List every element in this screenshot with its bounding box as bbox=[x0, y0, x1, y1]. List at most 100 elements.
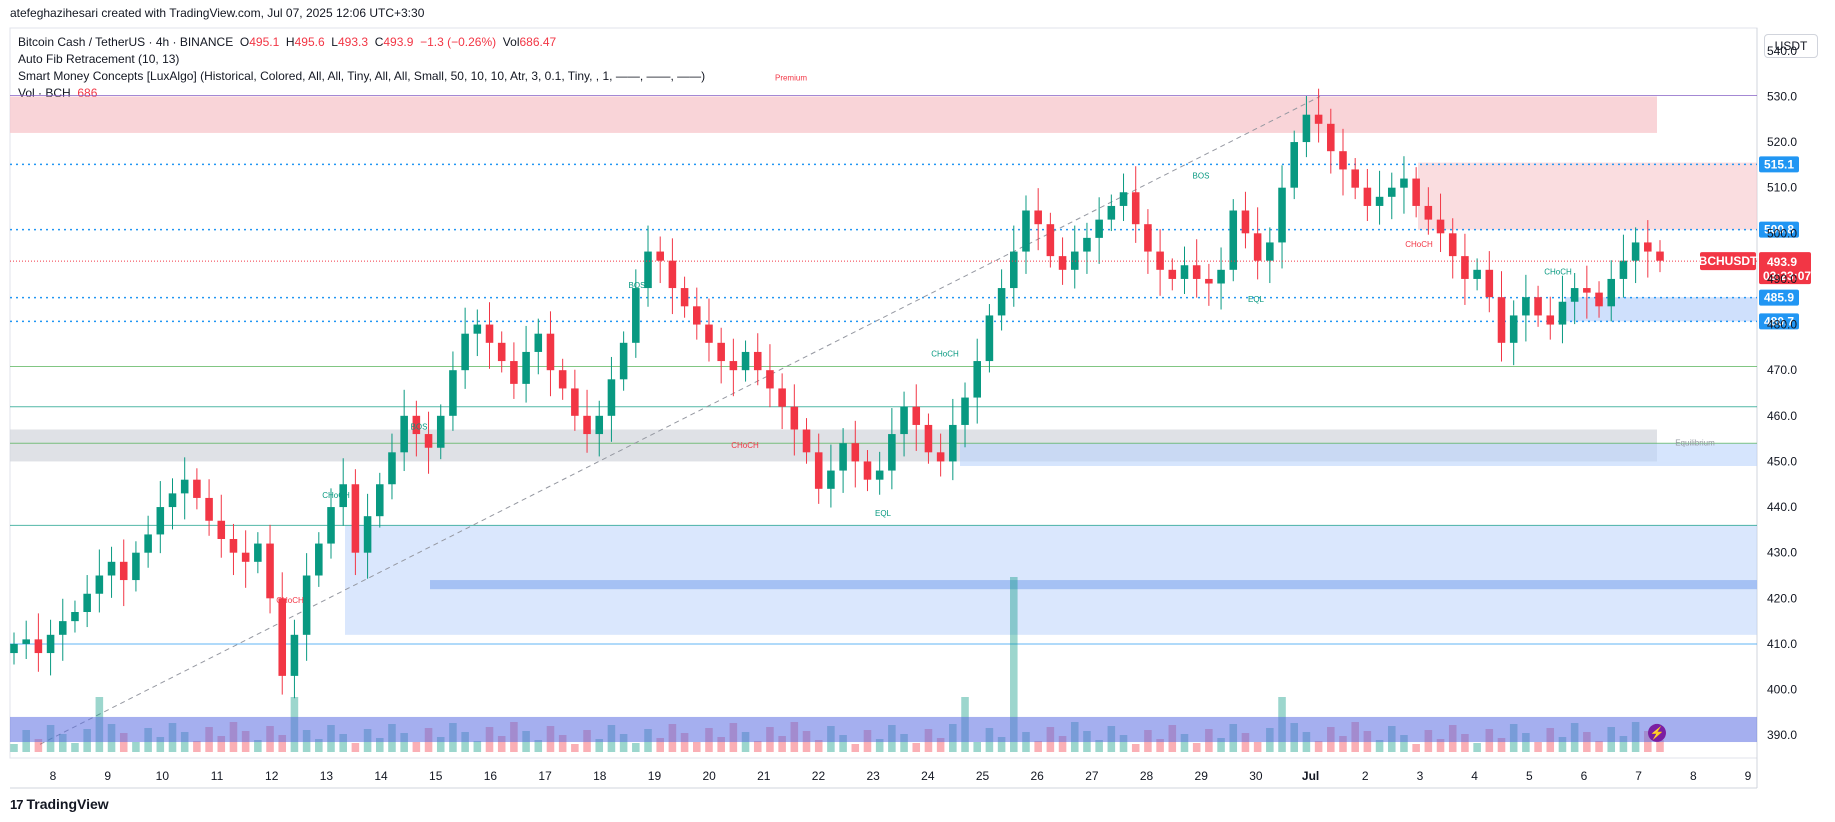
volume-bar bbox=[1436, 739, 1445, 752]
candle-body bbox=[1631, 242, 1640, 261]
low-label: L bbox=[331, 35, 338, 49]
volume-bar bbox=[680, 733, 689, 752]
candle-body bbox=[1253, 233, 1262, 261]
x-tick-label: 12 bbox=[265, 769, 279, 783]
volume-bar bbox=[132, 742, 140, 752]
candle-body bbox=[863, 461, 872, 480]
candle-body bbox=[229, 539, 238, 553]
candle-body bbox=[1656, 251, 1664, 261]
volume-bar bbox=[1314, 741, 1323, 752]
plot-frame bbox=[9, 27, 1758, 759]
volume-bar bbox=[1400, 735, 1408, 752]
candle-body bbox=[936, 452, 945, 462]
volume-bar bbox=[619, 734, 628, 752]
candle-body bbox=[436, 415, 445, 448]
volume-bar bbox=[58, 734, 67, 752]
equilibrium-label: Equilibrium bbox=[1675, 438, 1715, 447]
candle-body bbox=[1461, 256, 1469, 279]
volume-bar bbox=[900, 734, 908, 752]
x-tick-label: 16 bbox=[484, 769, 498, 783]
candle-body bbox=[1485, 269, 1494, 298]
candle-body bbox=[1607, 278, 1616, 307]
volume-bar bbox=[1412, 744, 1420, 752]
candle-body bbox=[1119, 192, 1128, 206]
candle-body bbox=[1107, 205, 1116, 220]
candle-body bbox=[997, 288, 1006, 316]
candle-body bbox=[668, 260, 677, 289]
volume-bar bbox=[10, 744, 18, 752]
y-tick-label: 420.0 bbox=[1767, 591, 1797, 605]
candle-body bbox=[1473, 269, 1481, 279]
replay-icon[interactable] bbox=[1648, 723, 1666, 742]
y-tick-label: 440.0 bbox=[1767, 500, 1797, 514]
candle-body bbox=[1034, 210, 1042, 225]
volume-bar bbox=[571, 744, 579, 752]
indicator-fib[interactable]: Auto Fib Retracement (10, 13) bbox=[18, 52, 180, 66]
candle-body bbox=[1229, 210, 1238, 270]
volume-bar bbox=[693, 742, 701, 752]
x-tick-label: 10 bbox=[156, 769, 170, 783]
candle-body bbox=[961, 397, 969, 425]
y-tick-label: 390.0 bbox=[1767, 728, 1797, 742]
candle-body bbox=[278, 598, 287, 676]
currency-button[interactable]: USDT bbox=[1764, 34, 1818, 58]
candle-body bbox=[1046, 224, 1055, 257]
candle-body bbox=[1022, 210, 1030, 252]
volume-bar bbox=[34, 739, 43, 752]
y-tick-label: 410.0 bbox=[1767, 637, 1797, 651]
candle-countdown: 03:23:07 bbox=[1763, 269, 1811, 283]
candle-body bbox=[71, 612, 79, 622]
volume-bar bbox=[400, 733, 408, 752]
volume-bar bbox=[1131, 744, 1140, 752]
volume-bar bbox=[315, 739, 323, 752]
volume-bar bbox=[717, 737, 725, 752]
candle-body bbox=[875, 470, 884, 480]
current-price-value: 493.9 bbox=[1767, 255, 1797, 269]
y-tick-label: 500.0 bbox=[1767, 226, 1797, 240]
lightning-icon: ⚡ bbox=[1650, 726, 1665, 740]
price-level-tag bbox=[1759, 156, 1799, 173]
volume-bar bbox=[973, 742, 981, 752]
x-tick-label: 22 bbox=[812, 769, 826, 783]
y-tick-label: 510.0 bbox=[1767, 181, 1797, 195]
symbol-name[interactable]: Bitcoin Cash / TetherUS · 4h · BINANCE bbox=[18, 35, 234, 49]
y-tick-label: 520.0 bbox=[1767, 135, 1797, 149]
candle-body bbox=[1058, 256, 1067, 270]
candle-body bbox=[1241, 210, 1250, 234]
candle-body bbox=[1144, 224, 1152, 252]
price-level-tag-label: 485.9 bbox=[1764, 291, 1794, 305]
candle-body bbox=[1619, 260, 1628, 279]
candle-body bbox=[156, 507, 165, 535]
structure-label: BOS bbox=[629, 281, 646, 290]
volume-bar bbox=[375, 738, 384, 752]
indicator-smc[interactable]: Smart Money Concepts [LuxAlgo] (Historic… bbox=[18, 69, 706, 83]
candle-body bbox=[119, 561, 128, 581]
x-tick-label: 3 bbox=[1417, 769, 1424, 783]
volume-bar bbox=[1619, 736, 1628, 752]
volume-bar bbox=[558, 735, 567, 752]
candle-body bbox=[827, 470, 835, 489]
price-level-tag-label: 515.1 bbox=[1764, 157, 1794, 171]
candle-body bbox=[1509, 315, 1518, 343]
y-tick-label: 460.0 bbox=[1767, 409, 1797, 423]
x-tick-label: 11 bbox=[211, 769, 224, 783]
candle-body bbox=[144, 534, 152, 553]
x-tick-label: 27 bbox=[1085, 769, 1099, 783]
demand-zone-3 bbox=[430, 580, 1757, 590]
close-value: 493.9 bbox=[383, 35, 414, 49]
open-value: 495.1 bbox=[249, 35, 280, 49]
premium-label: Premium bbox=[775, 73, 807, 82]
candle-body bbox=[1156, 251, 1164, 270]
symbol-ohlc-row: Bitcoin Cash / TetherUS · 4h · BINANCE O… bbox=[18, 34, 705, 51]
candle-body bbox=[814, 452, 823, 489]
candle-body bbox=[607, 379, 616, 416]
structure-label: EQL bbox=[875, 509, 892, 518]
volume-bar bbox=[1095, 740, 1103, 752]
x-tick-label: 9 bbox=[104, 769, 111, 783]
candle-body bbox=[363, 516, 372, 553]
candle-body bbox=[1010, 251, 1018, 289]
candle-body bbox=[1290, 142, 1299, 188]
candle-body bbox=[717, 342, 725, 362]
structure-label: CHoCH bbox=[731, 441, 759, 450]
